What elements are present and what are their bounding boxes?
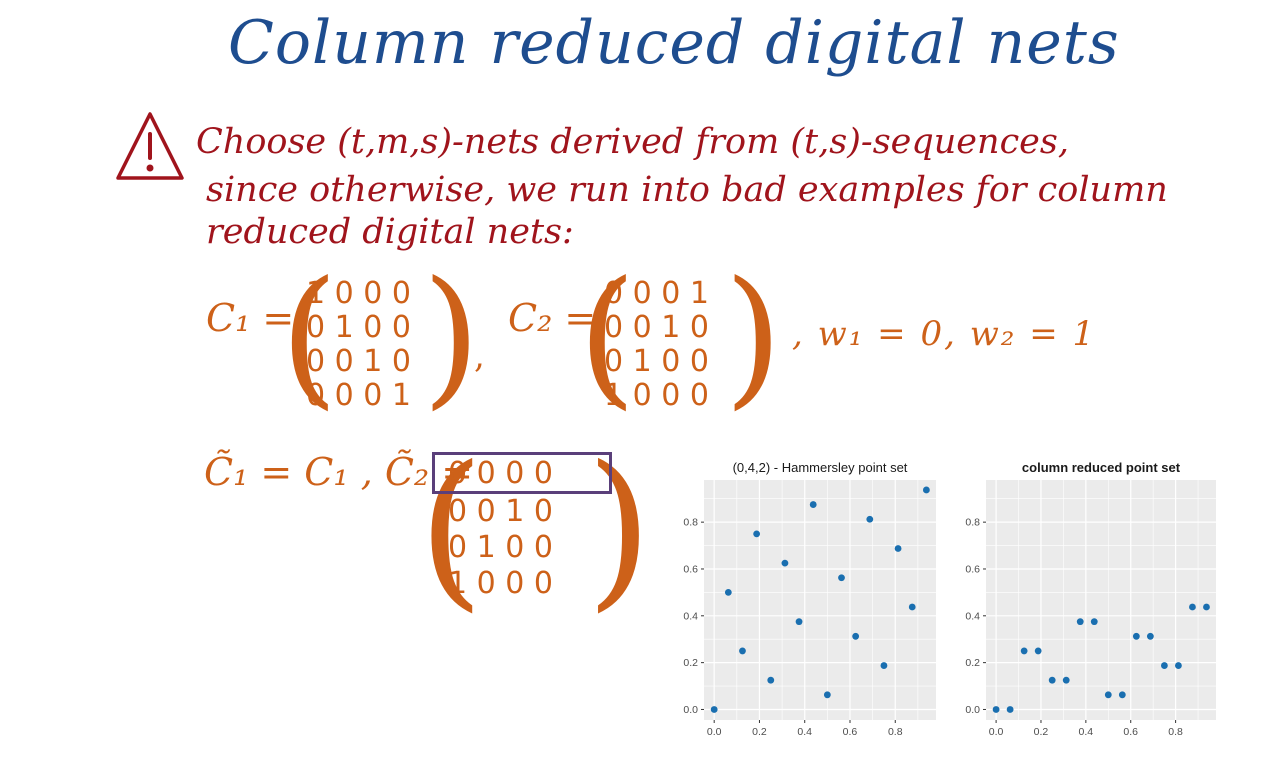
c1-row-2: 0 1 0 0 (306, 310, 411, 345)
first-row-highlight-box (432, 452, 612, 494)
data-point (781, 559, 789, 567)
data-point (1203, 603, 1210, 611)
data-point (1160, 662, 1168, 669)
data-point (795, 618, 803, 626)
c2r-row-2: 0 0 1 0 (448, 494, 553, 529)
data-point (880, 662, 888, 669)
data-point (1104, 691, 1112, 699)
y-tick-label: 0.8 (683, 517, 698, 529)
data-point (1118, 691, 1126, 699)
page-title: Column reduced digital nets (228, 8, 1120, 78)
chart-title: (0,4,2) - Hammersley point set (733, 460, 908, 475)
x-tick-label: 0.0 (989, 726, 1004, 738)
c2r-row-3: 0 1 0 0 (448, 530, 553, 565)
c1-left-paren: ( (280, 250, 339, 424)
chart-title: column reduced point set (1022, 460, 1181, 475)
data-point (922, 486, 930, 494)
data-point (710, 706, 718, 713)
data-point (1006, 706, 1014, 713)
reduced-equation: C̃₁ = C₁ , C̃₂ = (204, 450, 474, 494)
c2-row-4: 1 0 0 0 (604, 378, 709, 413)
hammersley-chart: (0,4,2) - Hammersley point set 0.0 0.2 0.4 0… (683, 460, 936, 738)
x-tick-label: 0.8 (1168, 726, 1183, 738)
y-tick-label: 0.4 (965, 610, 980, 622)
warning-line-1: Choose (t,m,s)-nets derived from (t,s)-s… (196, 122, 1069, 162)
x-tick-label: 0.4 (1079, 726, 1094, 738)
c1-row-3: 0 0 1 0 (306, 344, 411, 379)
c2-label: C₂ = (508, 296, 597, 340)
c2r-row-4: 1 0 0 0 (448, 566, 553, 601)
c2-right-paren: ) (724, 250, 783, 424)
y-tick-label: 0.2 (683, 657, 698, 669)
warning-line-3: reduced digital nets: (206, 212, 574, 252)
x-tick-label: 0.2 (1034, 726, 1049, 738)
y-tick-label: 0.2 (965, 657, 980, 669)
c2r-row-1: 0 0 0 0 (448, 456, 553, 491)
c1-label: C₁ = (206, 296, 295, 340)
data-point (1175, 662, 1182, 669)
data-point (838, 574, 845, 582)
data-point (852, 632, 860, 640)
c2-left-paren: ( (578, 250, 637, 424)
warning-triangle-icon (116, 112, 184, 180)
data-point (1062, 676, 1070, 684)
c1-row-1: 1 0 0 0 (306, 276, 411, 311)
data-point (1132, 632, 1140, 640)
c1-right-paren: ) (422, 250, 481, 424)
data-point (724, 588, 732, 596)
data-point (739, 647, 746, 655)
data-point (866, 515, 874, 523)
x-tick-label: 0.0 (707, 726, 722, 738)
data-point (1090, 618, 1098, 626)
y-tick-label: 0.6 (965, 563, 980, 575)
column-reduced-chart: column reduced point set 0.0 0.2 0.4 0.6 0.8 0… (965, 460, 1216, 738)
matrix-separator-comma: , (474, 336, 485, 376)
data-point (1146, 632, 1154, 640)
x-tick-label: 0.2 (752, 726, 767, 738)
x-tick-label: 0.6 (1123, 726, 1138, 738)
y-tick-label: 0.4 (683, 610, 698, 622)
data-point (1020, 647, 1028, 655)
data-point (823, 691, 831, 699)
x-tick-label: 0.8 (888, 726, 903, 738)
c2r-right-paren: ) (586, 430, 653, 628)
x-tick-label: 0.6 (843, 726, 858, 738)
data-point (1076, 618, 1084, 626)
c2-row-2: 0 0 1 0 (604, 310, 709, 345)
data-point (753, 530, 761, 538)
x-tick-label: 0.4 (797, 726, 812, 738)
c1-row-4: 0 0 0 1 (306, 378, 411, 413)
data-point (809, 501, 817, 508)
c2-row-3: 0 1 0 0 (604, 344, 709, 379)
y-tick-label: 0.8 (965, 517, 980, 529)
c2-row-1: 0 0 0 1 (604, 276, 709, 311)
data-point (894, 545, 902, 552)
warning-line-2: since otherwise, we run into bad example… (206, 170, 1168, 210)
weights-text: , w₁ = 0, w₂ = 1 (792, 314, 1097, 354)
data-point (767, 676, 775, 684)
c2r-left-paren: ( (418, 430, 485, 628)
plot-panel (986, 480, 1216, 720)
data-point (992, 706, 1000, 713)
data-point (1034, 647, 1042, 655)
data-point (908, 603, 916, 611)
y-tick-label: 0.0 (965, 704, 980, 716)
y-tick-label: 0.6 (683, 563, 698, 575)
plot-panel (704, 480, 936, 720)
data-point (1048, 676, 1056, 684)
data-point (1189, 603, 1196, 611)
y-tick-label: 0.0 (683, 704, 698, 716)
